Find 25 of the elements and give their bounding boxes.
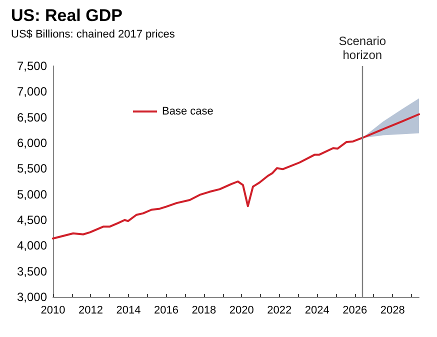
x-tick-label: 2026: [342, 304, 368, 316]
y-tick-label: 6,500: [16, 110, 48, 124]
x-tick-label: 2022: [267, 304, 292, 316]
ref-line-label: Scenario horizon: [338, 34, 386, 62]
chart-title: US: Real GDP: [11, 6, 122, 25]
chart-subtitle: US$ Billions: chained 2017 prices: [11, 28, 176, 40]
x-tick-label: 2010: [40, 304, 66, 316]
x-tick-label: 2024: [304, 304, 330, 316]
y-tick-label: 6,000: [16, 136, 48, 150]
y-tick-label: 7,500: [16, 59, 48, 73]
x-tick-label: 2014: [116, 304, 141, 316]
x-tick-label: 2012: [78, 304, 103, 316]
x-tick-label: 2016: [154, 304, 178, 316]
y-tick-label: 7,000: [16, 84, 48, 99]
line-series: [52, 113, 420, 240]
x-tick-label: 2018: [192, 304, 216, 316]
legend-label: Base case: [162, 106, 214, 118]
y-tick-label: 4,000: [16, 238, 48, 253]
y-tick-label: 4,500: [16, 213, 48, 227]
x-tick-label: 2028: [380, 304, 405, 316]
x-tick-label: 2020: [229, 304, 254, 316]
y-tick-label: 5,500: [16, 162, 48, 176]
y-tick-label: 3,000: [16, 290, 48, 304]
y-tick-label: 5,000: [16, 187, 48, 202]
y-tick-label: 3,500: [16, 264, 48, 278]
